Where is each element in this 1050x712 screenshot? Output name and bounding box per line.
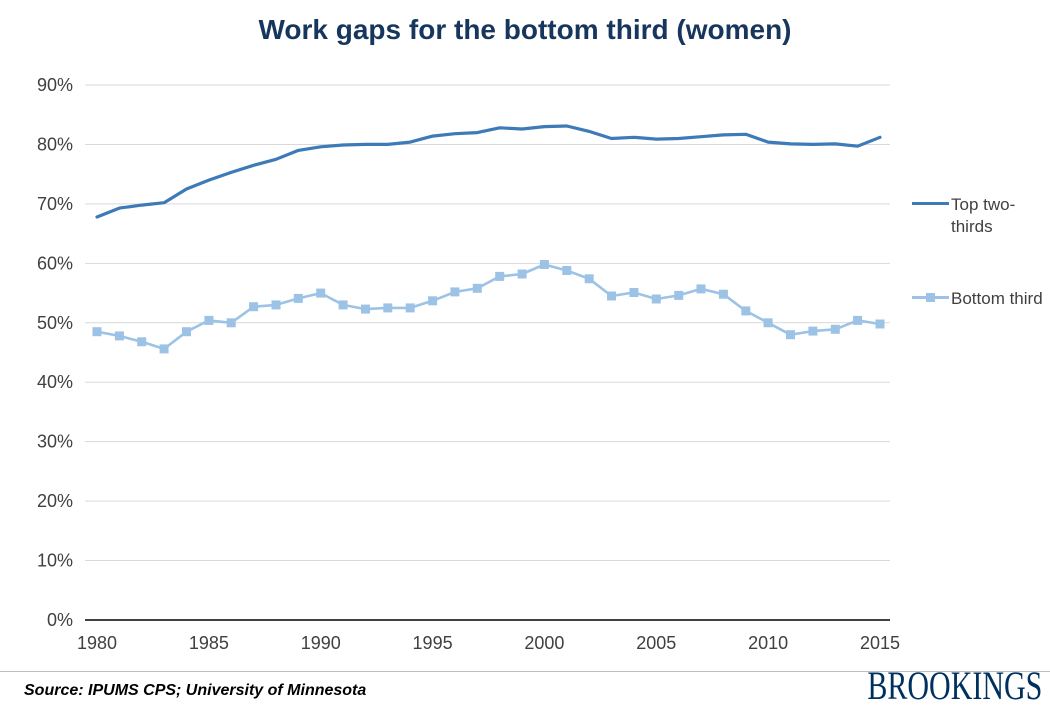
data-point-marker	[718, 289, 728, 299]
data-point-marker	[182, 327, 191, 337]
data-point-marker	[763, 318, 773, 328]
footer-divider	[0, 671, 1050, 672]
data-point-marker	[517, 269, 527, 279]
data-point-marker	[428, 296, 438, 306]
data-point-marker	[651, 294, 661, 304]
data-point-marker	[875, 319, 885, 329]
y-axis-tick-label: 50%	[37, 313, 73, 333]
data-point-marker	[204, 315, 214, 325]
x-axis-tick-label: 1995	[413, 633, 453, 653]
legend-label-top-two-thirds: Top two-thirds	[951, 195, 1016, 236]
data-point-marker	[786, 330, 795, 340]
data-point-marker	[562, 266, 572, 275]
data-point-marker	[316, 288, 326, 298]
bottom-third-line-swatch	[912, 293, 949, 303]
x-axis-tick-label: 2005	[636, 633, 676, 653]
data-point-marker	[830, 324, 840, 334]
data-point-marker	[114, 331, 124, 341]
legend-item-top-two-thirds: Top two-thirds	[912, 194, 1043, 238]
data-point-marker	[607, 291, 616, 301]
data-point-marker	[92, 327, 102, 337]
series-line-top-two-thirds	[95, 124, 882, 219]
chart-title: Work gaps for the bottom third (women)	[258, 14, 792, 45]
y-axis-tick-label: 30%	[37, 432, 73, 452]
data-point-marker	[539, 260, 549, 269]
line-chart-canvas: 0% 10% 20% 30% 40% 50% 60% 70% 80% 90% 1980 1985 199…	[37, 75, 900, 653]
data-point-marker	[629, 288, 639, 297]
legend-label-bottom-third: Bottom third	[951, 289, 1043, 308]
data-point-marker	[472, 283, 482, 293]
top-two-thirds-line-swatch	[912, 202, 949, 238]
data-point-marker	[808, 326, 818, 336]
line-swatch-icon	[912, 202, 949, 205]
data-point-marker	[495, 271, 505, 281]
y-axis-tick-label: 20%	[37, 491, 73, 511]
data-point-marker	[405, 303, 415, 313]
x-axis-tick-label: 2015	[860, 633, 900, 653]
data-point-marker	[226, 318, 236, 328]
x-axis-tick-label: 2000	[524, 633, 564, 653]
legend-item-bottom-third: Bottom third	[912, 288, 1043, 310]
series-line-bottom-third	[95, 263, 882, 351]
y-axis-tick-label: 10%	[37, 551, 73, 571]
x-axis-tick-label: 1990	[301, 633, 341, 653]
data-point-marker	[696, 284, 706, 294]
y-axis-tick-label: 80%	[37, 134, 73, 154]
x-axis-tick-label: 1980	[77, 633, 117, 653]
x-axis-tick-label: 2010	[748, 633, 788, 653]
data-point-marker	[137, 337, 147, 347]
source-attribution: Source: IPUMS CPS; University of Minneso…	[24, 682, 367, 699]
y-axis-tick-label: 0%	[47, 610, 73, 630]
y-axis-tick-label: 40%	[37, 372, 73, 392]
data-point-marker	[450, 287, 460, 297]
y-axis-tick-label: 60%	[37, 253, 73, 273]
square-marker-icon	[926, 293, 935, 302]
y-axis-tick-label: 70%	[37, 194, 73, 214]
data-point-marker	[249, 302, 259, 312]
y-axis-tick-label: 90%	[37, 75, 73, 95]
data-point-marker	[674, 290, 684, 300]
data-point-marker	[271, 300, 281, 310]
data-point-marker	[584, 274, 594, 284]
brookings-logo: BROOKINGS	[866, 663, 1042, 708]
data-point-marker	[293, 293, 303, 303]
data-point-marker	[853, 315, 863, 325]
data-point-marker	[383, 303, 393, 313]
data-point-marker	[361, 304, 370, 314]
data-point-marker	[159, 344, 169, 354]
data-point-marker	[338, 300, 348, 310]
data-point-marker	[741, 306, 751, 316]
x-axis-tick-label: 1985	[189, 633, 229, 653]
